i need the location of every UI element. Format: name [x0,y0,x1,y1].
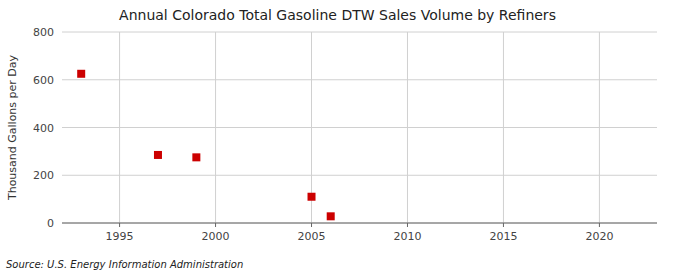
point [308,193,316,201]
x-tick [407,223,408,227]
point [327,212,335,220]
y-grid-line [62,79,657,80]
point [77,70,85,78]
point [192,153,200,161]
x-grid-line [407,32,408,223]
y-tick-label: 200 [33,169,54,182]
title: Annual Colorado Total Gasoline DTW Sales… [119,7,556,23]
x-tick-label: 2005 [298,230,326,243]
grid [62,32,657,223]
x-tick [119,223,120,227]
x-grid-line [119,32,120,223]
y-grid-line [62,223,657,224]
chart-container: Annual Colorado Total Gasoline DTW Sales… [0,0,675,275]
y-tick-label: 400 [33,122,54,135]
source-note: Source: U.S. Energy Information Administ… [6,259,243,270]
y-axis-label: Thousand Gallons per Day [6,54,19,201]
y-grid-line [62,175,657,176]
x-axis-line [62,223,657,224]
y-tick-label: 600 [33,74,54,87]
x-tick-label: 2010 [393,230,421,243]
x-tick-label: 1995 [106,230,134,243]
x-tick-label: 2015 [489,230,517,243]
x-tick [599,223,600,227]
y-grid-line [62,127,657,128]
x-grid-line [599,32,600,223]
x-tick [311,223,312,227]
y-grid-line [62,32,657,33]
y-tick-label: 0 [47,217,54,230]
chart-svg: Annual Colorado Total Gasoline DTW Sales… [0,0,675,275]
x-tick-label: 2020 [585,230,613,243]
x-tick [215,223,216,227]
x-grid-line [215,32,216,223]
x-tick-label: 2000 [202,230,230,243]
x-grid-line [503,32,504,223]
y-tick-label: 800 [33,26,54,39]
point [154,151,162,159]
points [77,70,335,221]
x-tick [503,223,504,227]
